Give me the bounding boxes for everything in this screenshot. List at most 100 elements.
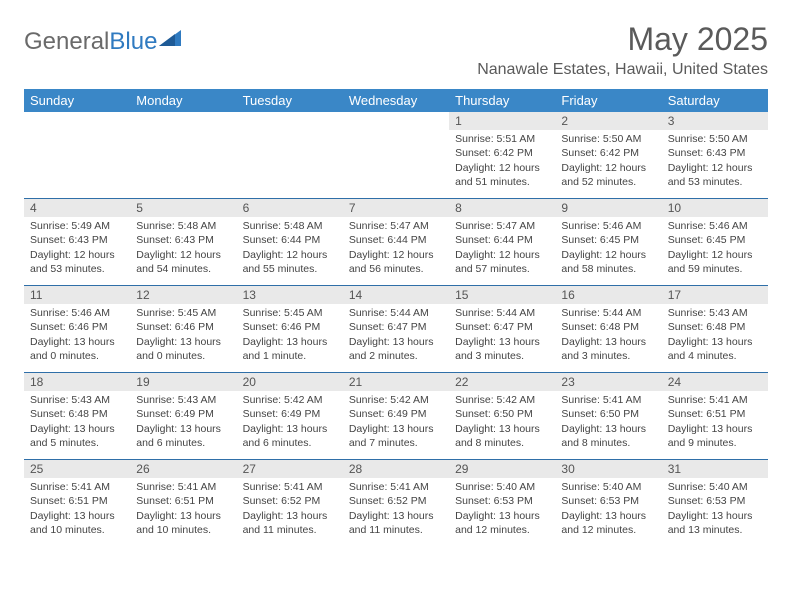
sunset-line: Sunset: 6:49 PM: [130, 407, 236, 421]
sunset-line: Sunset: 6:46 PM: [130, 320, 236, 334]
sunset-line: Sunset: 6:42 PM: [555, 146, 661, 160]
sunrise-line: Sunrise: 5:42 AM: [237, 393, 343, 407]
weekday-header: Saturday: [662, 89, 768, 112]
daylight-line-2: and 12 minutes.: [555, 523, 661, 537]
sunset-line: Sunset: 6:52 PM: [237, 494, 343, 508]
daylight-line-2: and 7 minutes.: [343, 436, 449, 450]
day-cell: 22Sunrise: 5:42 AMSunset: 6:50 PMDayligh…: [449, 373, 555, 459]
sunset-line: Sunset: 6:43 PM: [130, 233, 236, 247]
sunrise-line: Sunrise: 5:45 AM: [130, 306, 236, 320]
daylight-line-2: and 11 minutes.: [343, 523, 449, 537]
sunrise-line: Sunrise: 5:42 AM: [449, 393, 555, 407]
day-number: 31: [662, 460, 768, 478]
day-cell: 30Sunrise: 5:40 AMSunset: 6:53 PMDayligh…: [555, 460, 661, 546]
day-cell: 24Sunrise: 5:41 AMSunset: 6:51 PMDayligh…: [662, 373, 768, 459]
sunset-line: Sunset: 6:47 PM: [343, 320, 449, 334]
daylight-line-1: Daylight: 13 hours: [130, 422, 236, 436]
logo-text-1: General: [24, 28, 109, 56]
daylight-line-2: and 53 minutes.: [662, 175, 768, 189]
day-number: 4: [24, 199, 130, 217]
sunrise-line: Sunrise: 5:41 AM: [662, 393, 768, 407]
week-row: 18Sunrise: 5:43 AMSunset: 6:48 PMDayligh…: [24, 372, 768, 459]
day-number: 16: [555, 286, 661, 304]
day-cell: 31Sunrise: 5:40 AMSunset: 6:53 PMDayligh…: [662, 460, 768, 546]
sunset-line: Sunset: 6:53 PM: [449, 494, 555, 508]
daylight-line-2: and 13 minutes.: [662, 523, 768, 537]
sunrise-line: Sunrise: 5:41 AM: [24, 480, 130, 494]
daylight-line-2: and 55 minutes.: [237, 262, 343, 276]
day-number: 5: [130, 199, 236, 217]
daylight-line-1: Daylight: 13 hours: [130, 335, 236, 349]
daylight-line-1: Daylight: 12 hours: [449, 248, 555, 262]
sunset-line: Sunset: 6:51 PM: [662, 407, 768, 421]
day-number: 19: [130, 373, 236, 391]
daylight-line-2: and 3 minutes.: [449, 349, 555, 363]
daylight-line-1: Daylight: 13 hours: [555, 422, 661, 436]
daylight-line-2: and 2 minutes.: [343, 349, 449, 363]
daylight-line-1: Daylight: 13 hours: [449, 509, 555, 523]
sunrise-line: Sunrise: 5:49 AM: [24, 219, 130, 233]
daylight-line-2: and 52 minutes.: [555, 175, 661, 189]
sunrise-line: Sunrise: 5:43 AM: [662, 306, 768, 320]
location-label: Nanawale Estates, Hawaii, United States: [477, 61, 768, 79]
sunset-line: Sunset: 6:44 PM: [449, 233, 555, 247]
daylight-line-1: Daylight: 12 hours: [343, 248, 449, 262]
day-number: 8: [449, 199, 555, 217]
sunrise-line: Sunrise: 5:43 AM: [130, 393, 236, 407]
sunrise-line: Sunrise: 5:46 AM: [662, 219, 768, 233]
daylight-line-2: and 6 minutes.: [237, 436, 343, 450]
daylight-line-2: and 5 minutes.: [24, 436, 130, 450]
sunset-line: Sunset: 6:46 PM: [237, 320, 343, 334]
sunrise-line: Sunrise: 5:46 AM: [555, 219, 661, 233]
daylight-line-2: and 8 minutes.: [555, 436, 661, 450]
daylight-line-1: Daylight: 13 hours: [449, 422, 555, 436]
sunset-line: Sunset: 6:52 PM: [343, 494, 449, 508]
daylight-line-1: Daylight: 12 hours: [130, 248, 236, 262]
weekday-header: Thursday: [449, 89, 555, 112]
day-cell: 1Sunrise: 5:51 AMSunset: 6:42 PMDaylight…: [449, 112, 555, 198]
sunset-line: Sunset: 6:46 PM: [24, 320, 130, 334]
daylight-line-2: and 57 minutes.: [449, 262, 555, 276]
sunset-line: Sunset: 6:48 PM: [662, 320, 768, 334]
sunrise-line: Sunrise: 5:48 AM: [237, 219, 343, 233]
day-cell: 14Sunrise: 5:44 AMSunset: 6:47 PMDayligh…: [343, 286, 449, 372]
day-number: 18: [24, 373, 130, 391]
sunset-line: Sunset: 6:51 PM: [130, 494, 236, 508]
weeks-container: 1Sunrise: 5:51 AMSunset: 6:42 PMDaylight…: [24, 112, 768, 546]
sunrise-line: Sunrise: 5:50 AM: [662, 132, 768, 146]
day-cell: 25Sunrise: 5:41 AMSunset: 6:51 PMDayligh…: [24, 460, 130, 546]
sunrise-line: Sunrise: 5:41 AM: [237, 480, 343, 494]
daylight-line-2: and 51 minutes.: [449, 175, 555, 189]
sunrise-line: Sunrise: 5:51 AM: [449, 132, 555, 146]
weekday-header: Tuesday: [237, 89, 343, 112]
sunrise-line: Sunrise: 5:48 AM: [130, 219, 236, 233]
daylight-line-1: Daylight: 12 hours: [662, 161, 768, 175]
page-header: GeneralBlue May 2025 Nanawale Estates, H…: [24, 22, 768, 79]
sunrise-line: Sunrise: 5:40 AM: [449, 480, 555, 494]
day-cell: 4Sunrise: 5:49 AMSunset: 6:43 PMDaylight…: [24, 199, 130, 285]
sunset-line: Sunset: 6:53 PM: [662, 494, 768, 508]
daylight-line-2: and 10 minutes.: [24, 523, 130, 537]
weekday-header-row: Sunday Monday Tuesday Wednesday Thursday…: [24, 89, 768, 112]
day-number: 15: [449, 286, 555, 304]
daylight-line-2: and 0 minutes.: [24, 349, 130, 363]
calendar-grid: Sunday Monday Tuesday Wednesday Thursday…: [24, 89, 768, 546]
daylight-line-2: and 0 minutes.: [130, 349, 236, 363]
sunrise-line: Sunrise: 5:44 AM: [343, 306, 449, 320]
daylight-line-2: and 56 minutes.: [343, 262, 449, 276]
sunset-line: Sunset: 6:43 PM: [24, 233, 130, 247]
sunset-line: Sunset: 6:49 PM: [343, 407, 449, 421]
day-cell: 23Sunrise: 5:41 AMSunset: 6:50 PMDayligh…: [555, 373, 661, 459]
sunrise-line: Sunrise: 5:41 AM: [130, 480, 236, 494]
day-number: 28: [343, 460, 449, 478]
sunrise-line: Sunrise: 5:50 AM: [555, 132, 661, 146]
day-number: 25: [24, 460, 130, 478]
day-cell: 6Sunrise: 5:48 AMSunset: 6:44 PMDaylight…: [237, 199, 343, 285]
day-cell: 21Sunrise: 5:42 AMSunset: 6:49 PMDayligh…: [343, 373, 449, 459]
daylight-line-2: and 58 minutes.: [555, 262, 661, 276]
sunrise-line: Sunrise: 5:46 AM: [24, 306, 130, 320]
day-number: 23: [555, 373, 661, 391]
day-number: 30: [555, 460, 661, 478]
daylight-line-2: and 4 minutes.: [662, 349, 768, 363]
weekday-header: Friday: [555, 89, 661, 112]
